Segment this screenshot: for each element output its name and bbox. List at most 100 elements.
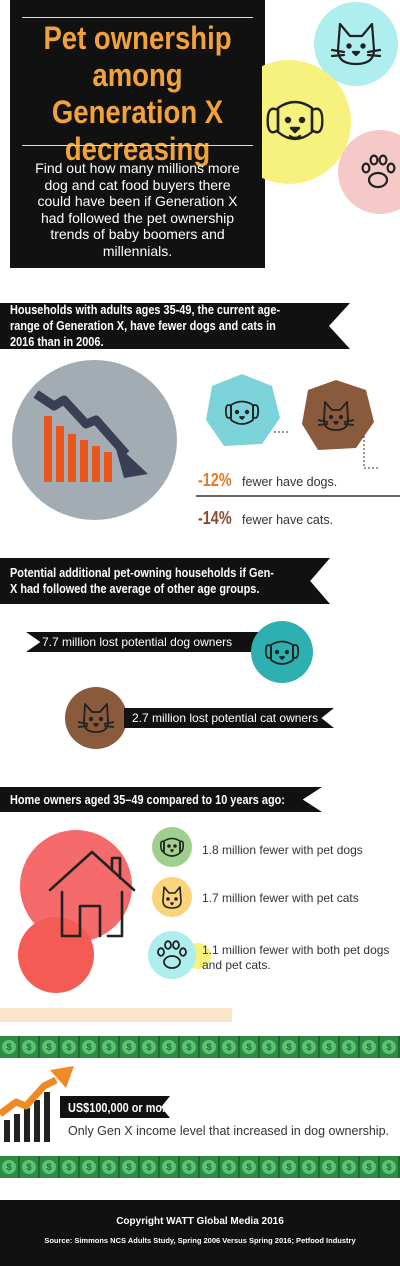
dollar-coin-icon: $ — [102, 1040, 116, 1054]
paw-badge — [148, 931, 211, 979]
dollar-coin-icon: $ — [242, 1040, 256, 1054]
dollar-coin-icon: $ — [382, 1160, 396, 1174]
dollar-bill-icon: $ — [260, 1036, 280, 1058]
dollar-coin-icon: $ — [262, 1040, 276, 1054]
dollar-coin-icon: $ — [322, 1040, 336, 1054]
dollar-coin-icon: $ — [2, 1160, 16, 1174]
section1-pet-icons — [206, 374, 378, 469]
trend-circle — [12, 360, 177, 520]
header-bottom-rule — [22, 145, 253, 146]
dollar-coin-icon: $ — [82, 1040, 96, 1054]
dollar-bill-icon: $ — [180, 1036, 200, 1058]
dollar-bill-icon: $ — [20, 1036, 40, 1058]
dollar-coin-icon: $ — [62, 1160, 76, 1174]
fewer-both-text: 1.1 million fewer with both pet dogs and… — [202, 943, 390, 972]
dollar-bill-icon: $ — [300, 1156, 320, 1178]
dog-face-icon — [266, 100, 324, 141]
dollar-bill-icon: $ — [280, 1156, 300, 1178]
dollar-bill-icon: $ — [280, 1036, 300, 1058]
dog-decline-stat: -12% fewer have dogs. — [198, 470, 337, 491]
dollar-coin-icon: $ — [42, 1040, 56, 1054]
dollar-coin-icon: $ — [22, 1040, 36, 1054]
dollar-bill-icon: $ — [380, 1156, 400, 1178]
dollar-bill-icon: $ — [120, 1036, 140, 1058]
dollar-bill-icon: $ — [100, 1036, 120, 1058]
dollar-coin-icon: $ — [302, 1160, 316, 1174]
dollar-bill-icon: $ — [220, 1156, 240, 1178]
dollar-coin-icon: $ — [382, 1040, 396, 1054]
dollar-bill-icon: $ — [40, 1036, 60, 1058]
cat-face-icon — [317, 401, 355, 431]
header-box — [10, 0, 265, 268]
dollar-coin-icon: $ — [322, 1160, 336, 1174]
dollar-bill-icon: $ — [220, 1036, 240, 1058]
cat-face-icon — [330, 22, 382, 66]
dog-badge — [152, 827, 192, 867]
cat-face-icon — [77, 703, 115, 733]
dollar-coin-icon: $ — [302, 1040, 316, 1054]
lost-cat-owners-ribbon: 2.7 million lost potential cat owners — [124, 708, 334, 728]
dollar-bill-icon: $ — [300, 1036, 320, 1058]
dollar-bill-icon: $ — [60, 1156, 80, 1178]
dollar-coin-icon: $ — [162, 1160, 176, 1174]
dollar-coin-icon: $ — [142, 1160, 156, 1174]
stat-divider — [196, 495, 400, 497]
income-description: Only Gen X income level that increased i… — [68, 1124, 390, 1138]
dollar-bill-icon: $ — [100, 1156, 120, 1178]
cat-face-icon — [162, 886, 182, 909]
dollar-coin-icon: $ — [262, 1160, 276, 1174]
cat-decline-label: fewer have cats. — [242, 513, 334, 527]
dog-face-icon — [224, 400, 260, 425]
dollar-coin-icon: $ — [142, 1040, 156, 1054]
dog-face-icon — [264, 640, 300, 665]
dollar-coin-icon: $ — [102, 1160, 116, 1174]
lost-dog-owners-text: 7.7 million lost potential dog owners — [42, 635, 233, 649]
dollar-bill-icon: $ — [140, 1036, 160, 1058]
dollar-coin-icon: $ — [282, 1160, 296, 1174]
dollar-bill-icon: $ — [340, 1156, 360, 1178]
income-title: US$100,000 or more — [60, 1096, 170, 1118]
dollar-coin-icon: $ — [62, 1040, 76, 1054]
paw-print-icon — [157, 940, 187, 969]
house-icon — [48, 850, 136, 938]
dollar-bill-icon: $ — [140, 1156, 160, 1178]
dollar-bill-icon: $ — [360, 1156, 380, 1178]
dollar-coin-icon: $ — [242, 1160, 256, 1174]
cat-circle — [65, 687, 127, 749]
lost-cat-owners-text: 2.7 million lost potential cat owners — [132, 711, 319, 725]
dollar-coin-icon: $ — [162, 1040, 176, 1054]
dollar-bill-icon: $ — [0, 1036, 20, 1058]
dollar-bill-icon: $ — [20, 1156, 40, 1178]
dollar-coin-icon: $ — [282, 1040, 296, 1054]
dollar-coin-icon: $ — [2, 1040, 16, 1054]
section2-banner: Potential additional pet-owning househol… — [0, 558, 330, 604]
dollar-bill-icon: $ — [160, 1036, 180, 1058]
fewer-cats-text: 1.7 million fewer with pet cats — [202, 891, 359, 905]
dog-decline-value: -12% — [198, 470, 232, 490]
page-title: Pet ownership among Generation X decreas… — [43, 20, 232, 167]
dollar-coin-icon: $ — [122, 1040, 136, 1054]
money-strip-top: $ $ $ $ $ $ $ $ $ $ $ $ $ $ $ $ $ $ $ $ — [0, 1036, 400, 1058]
dollar-coin-icon: $ — [122, 1160, 136, 1174]
header-description: Find out how many millions more dog and … — [35, 160, 240, 259]
dollar-bill-icon: $ — [80, 1156, 100, 1178]
lost-dog-owners-ribbon: 7.7 million lost potential dog owners — [26, 632, 266, 652]
dog-face-icon — [160, 837, 184, 857]
dollar-bill-icon: $ — [200, 1036, 220, 1058]
dollar-bill-icon: $ — [380, 1036, 400, 1058]
dollar-coin-icon: $ — [202, 1040, 216, 1054]
dollar-bill-icon: $ — [340, 1036, 360, 1058]
header-pet-circles — [262, 2, 400, 214]
paw-print-icon — [361, 154, 396, 189]
dollar-bill-icon: $ — [360, 1036, 380, 1058]
dollar-coin-icon: $ — [42, 1160, 56, 1174]
dog-circle — [251, 621, 313, 683]
cat-decline-value: -14% — [198, 508, 232, 528]
dollar-bill-icon: $ — [180, 1156, 200, 1178]
house-illustration — [0, 830, 232, 1022]
dollar-bill-icon: $ — [60, 1036, 80, 1058]
dog-decline-label: fewer have dogs. — [242, 475, 338, 489]
dollar-coin-icon: $ — [222, 1040, 236, 1054]
dollar-bill-icon: $ — [260, 1156, 280, 1178]
dollar-bill-icon: $ — [320, 1036, 340, 1058]
